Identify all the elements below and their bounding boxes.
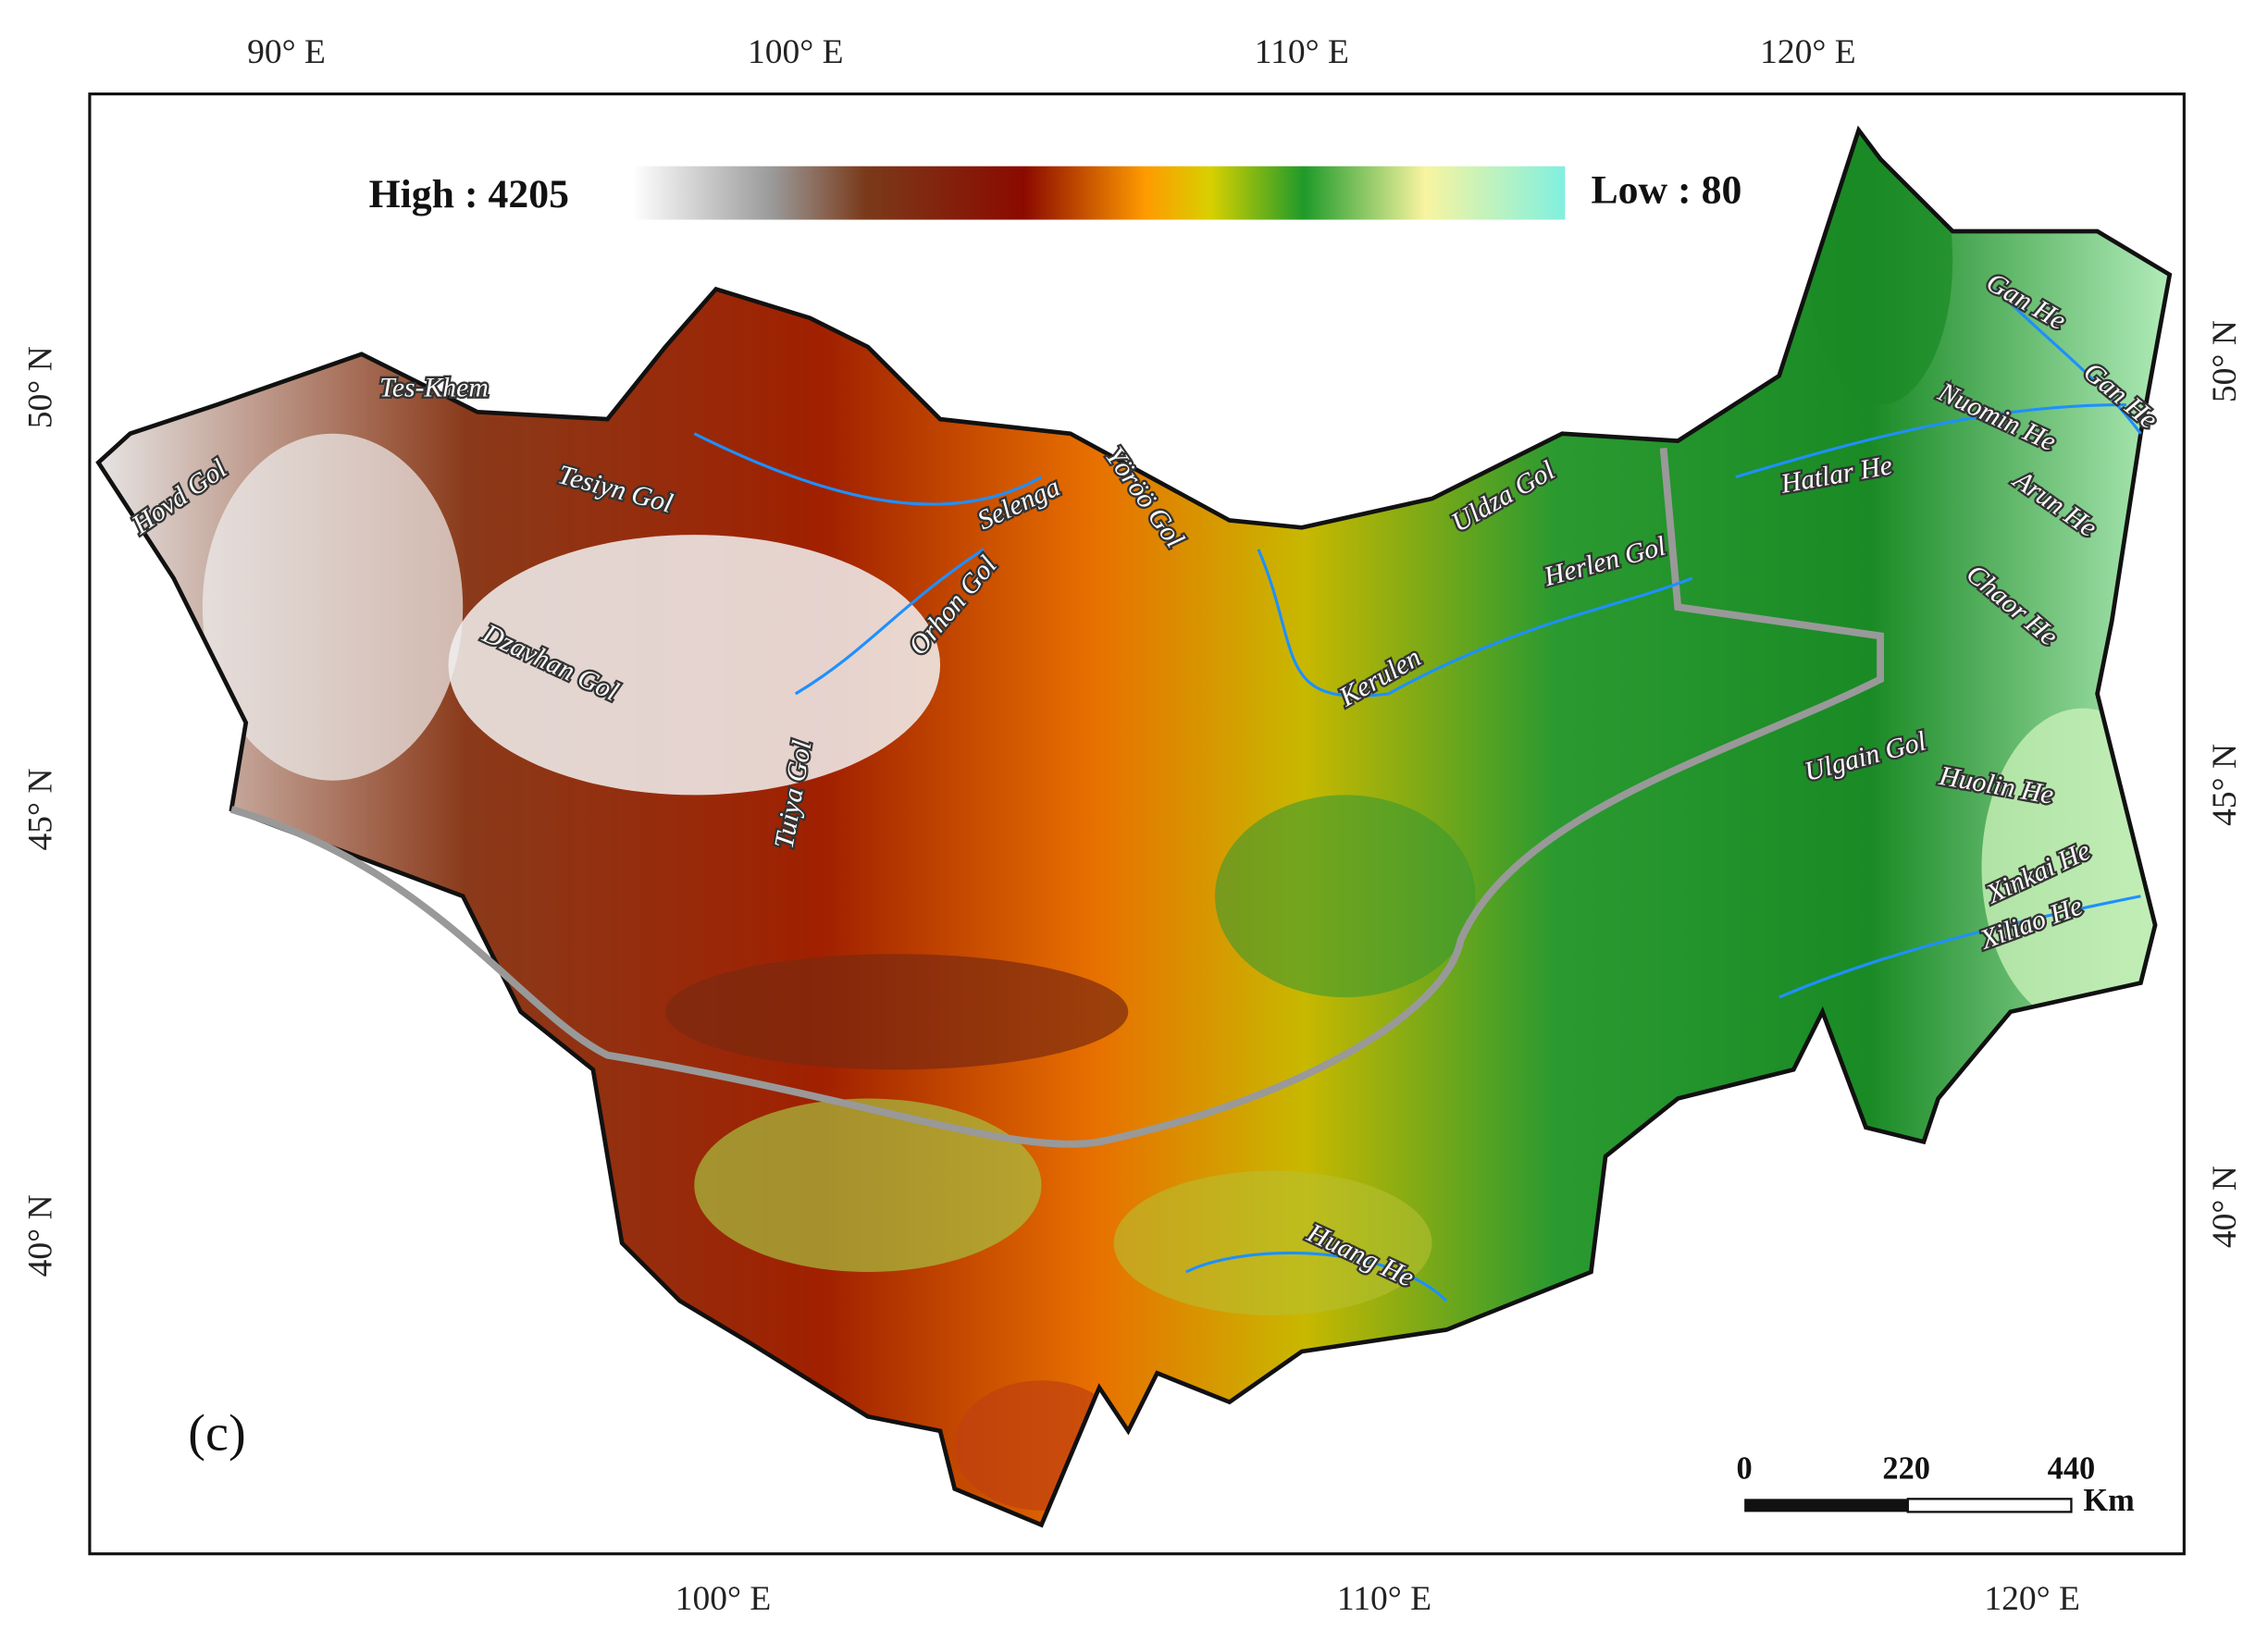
left-axis-label: 40° N [21, 1194, 59, 1277]
left-axis-label: 50° N [21, 346, 59, 428]
colorbar-high-label: High : 4205 [369, 172, 569, 216]
scale-bar-tick: 440 [2048, 1451, 2096, 1487]
bottom-axis-label: 120° E [1984, 1580, 2080, 1618]
country-border [230, 448, 1884, 1148]
river-label: Tes-Khem [379, 374, 489, 403]
scale-bar-tick: 0 [1737, 1451, 1753, 1487]
rivers [693, 288, 2142, 1302]
top-axis-label: 90° E [247, 33, 326, 71]
scale-bar-tick: 220 [1882, 1451, 1930, 1487]
bottom-axis-label: 110° E [1337, 1580, 1431, 1618]
top-axis-label: 120° E [1760, 33, 1856, 71]
scale-bar-unit: Km [2083, 1483, 2135, 1518]
scale-bar-white [1906, 1498, 2073, 1513]
left-axis-label: 45° N [21, 769, 59, 851]
panel-label: (c) [188, 1405, 245, 1463]
bottom-axis-label: 100° E [675, 1580, 772, 1618]
right-axis-label: 40° N [2206, 1166, 2244, 1248]
scale-bar-black [1744, 1499, 1908, 1512]
top-axis-label: 110° E [1255, 33, 1349, 71]
colorbar-low-label: Low : 80 [1591, 167, 1741, 212]
right-axis-label: 50° N [2206, 320, 2244, 402]
colorbar [632, 166, 1566, 220]
top-axis-label: 100° E [748, 33, 844, 71]
right-axis-label: 45° N [2206, 744, 2244, 826]
